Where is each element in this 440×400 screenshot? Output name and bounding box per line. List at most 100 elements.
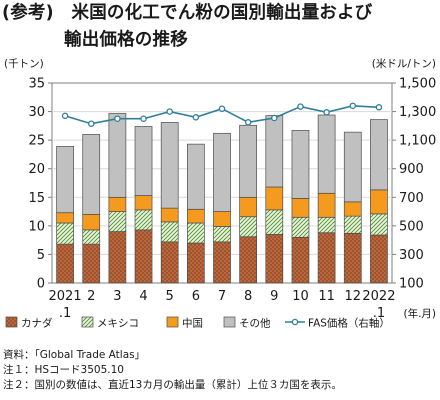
- bar-segment-china: [239, 196, 258, 218]
- x-tick-label: 4: [139, 289, 147, 304]
- x-tick-label: 7: [218, 289, 226, 304]
- bar-segment-china: [291, 198, 310, 218]
- bar-segment-canada: [291, 236, 310, 284]
- bar-segment-canada: [134, 229, 153, 284]
- legend-marker-fas: [291, 318, 299, 326]
- note-1: 注１：HSコード3505.10: [3, 364, 124, 376]
- bar-segment-mexico: [317, 216, 336, 234]
- fas-price-point: [61, 112, 69, 120]
- bar-segment-canada: [239, 236, 258, 284]
- legend-swatch-china: [166, 316, 179, 328]
- bar-segment-other: [239, 124, 258, 198]
- right-axis-unit: (米ドル/トン): [371, 58, 436, 70]
- note-source: 資料：「Global Trade Atlas」: [3, 349, 146, 361]
- bar-segment-canada: [186, 242, 205, 284]
- bar-segment-canada: [343, 232, 362, 284]
- bar-segment-mexico: [134, 209, 153, 231]
- notes: 資料：「Global Trade Atlas」 注１：HSコード3505.10 …: [3, 348, 439, 393]
- right-tick-label: 1,100: [399, 134, 436, 149]
- bar-segment-canada: [213, 241, 231, 284]
- bar-segment-canada: [82, 243, 101, 284]
- x-tick-label: 2022: [362, 289, 395, 304]
- bar-segment-other: [343, 131, 362, 203]
- left-tick-label: 25: [28, 134, 45, 149]
- fas-price-point: [297, 103, 304, 110]
- bar-segment-mexico: [82, 229, 101, 245]
- bar-segment-other: [56, 146, 74, 214]
- bar-segment-mexico: [239, 216, 258, 238]
- bar-segment-other: [265, 115, 284, 188]
- right-tick-label: 1,300: [399, 105, 436, 120]
- bar-segment-china: [134, 195, 153, 211]
- bar-segment-china: [82, 214, 101, 231]
- bar-segment-china: [213, 211, 231, 227]
- x-tick-label: 11: [318, 289, 335, 304]
- fas-price-point: [192, 114, 200, 121]
- fas-price-point: [375, 104, 383, 111]
- bar-segment-canada: [370, 234, 388, 284]
- bar-segment-canada: [56, 243, 74, 284]
- bar-segment-mexico: [370, 213, 388, 236]
- bar-segment-canada: [108, 231, 127, 284]
- bar-segment-other: [370, 119, 388, 191]
- left-tick-label: 0: [37, 277, 45, 292]
- bar-segment-mexico: [343, 215, 362, 234]
- bar-segment-mexico: [56, 222, 74, 245]
- bar-segment-other: [317, 114, 336, 194]
- legend-label-other: その他: [239, 317, 271, 330]
- bar-segment-china: [370, 189, 388, 215]
- fas-price-point: [271, 114, 278, 122]
- legend-label-canada: カナダ: [21, 317, 53, 330]
- x-tick-label: 8: [244, 289, 252, 304]
- plot-area: 051015202530351003005007009001,1001,3001…: [28, 77, 436, 322]
- right-tick-label: 100: [399, 277, 424, 292]
- bar-segment-mexico: [108, 211, 127, 232]
- chart-title: (参考) 米国の化工でん粉の国別輸出量および 輸出価格の推移: [2, 0, 438, 54]
- left-tick-label: 15: [28, 191, 45, 206]
- bar-segment-china: [317, 192, 336, 218]
- fas-price-point: [114, 115, 121, 122]
- right-tick-label: 900: [399, 162, 424, 177]
- right-tick-label: 300: [399, 248, 424, 263]
- bar-segment-canada: [317, 232, 336, 284]
- x-tick-label: 9: [270, 289, 278, 304]
- left-tick-label: 5: [37, 248, 45, 263]
- x-tick-label: 2: [87, 289, 95, 304]
- legend-swatch-other: [223, 316, 236, 328]
- x-tick-label: 3: [113, 289, 121, 304]
- legend-label-china: 中国: [182, 317, 203, 330]
- bar-segment-other: [186, 143, 205, 210]
- x-axis-unit: (年.月): [403, 307, 436, 320]
- legend-label-fas: FAS価格（右軸）: [308, 317, 390, 330]
- bar-segment-china: [56, 212, 74, 224]
- x-tick-label: 6: [192, 289, 200, 304]
- bar-segment-china: [160, 207, 179, 223]
- fas-price-point: [323, 109, 330, 116]
- left-tick-label: 10: [28, 219, 45, 234]
- bar-segment-china: [108, 196, 127, 212]
- bar-segment-canada: [160, 241, 179, 284]
- bar-segment-mexico: [213, 226, 231, 243]
- legend-swatch-mexico: [81, 316, 94, 328]
- right-tick-label: 500: [399, 219, 424, 234]
- x-tick-label: 12: [344, 289, 361, 304]
- bar-segment-other: [291, 130, 310, 199]
- legend: カナダ メキシコ 中国 その他 FAS価格（右軸）: [5, 316, 390, 330]
- bar-segment-other: [213, 132, 231, 212]
- right-tick-label: 1,500: [399, 77, 436, 92]
- x-tick-label: 2021: [49, 289, 82, 304]
- bar-segment-other: [82, 134, 101, 215]
- left-tick-label: 30: [28, 105, 45, 120]
- fas-price-point: [140, 115, 147, 122]
- bar-segment-china: [343, 201, 362, 217]
- fas-price-point: [166, 108, 173, 115]
- left-tick-label: 20: [28, 162, 45, 177]
- bar-segment-other: [134, 126, 153, 196]
- bar-segment-other: [160, 122, 179, 209]
- legend-swatch-canada: [5, 316, 18, 328]
- bar-segment-other: [108, 112, 127, 198]
- x-tick-label: 10: [292, 289, 309, 304]
- x-tick-label: 5: [166, 289, 174, 304]
- x-tick-label: .1: [59, 306, 71, 321]
